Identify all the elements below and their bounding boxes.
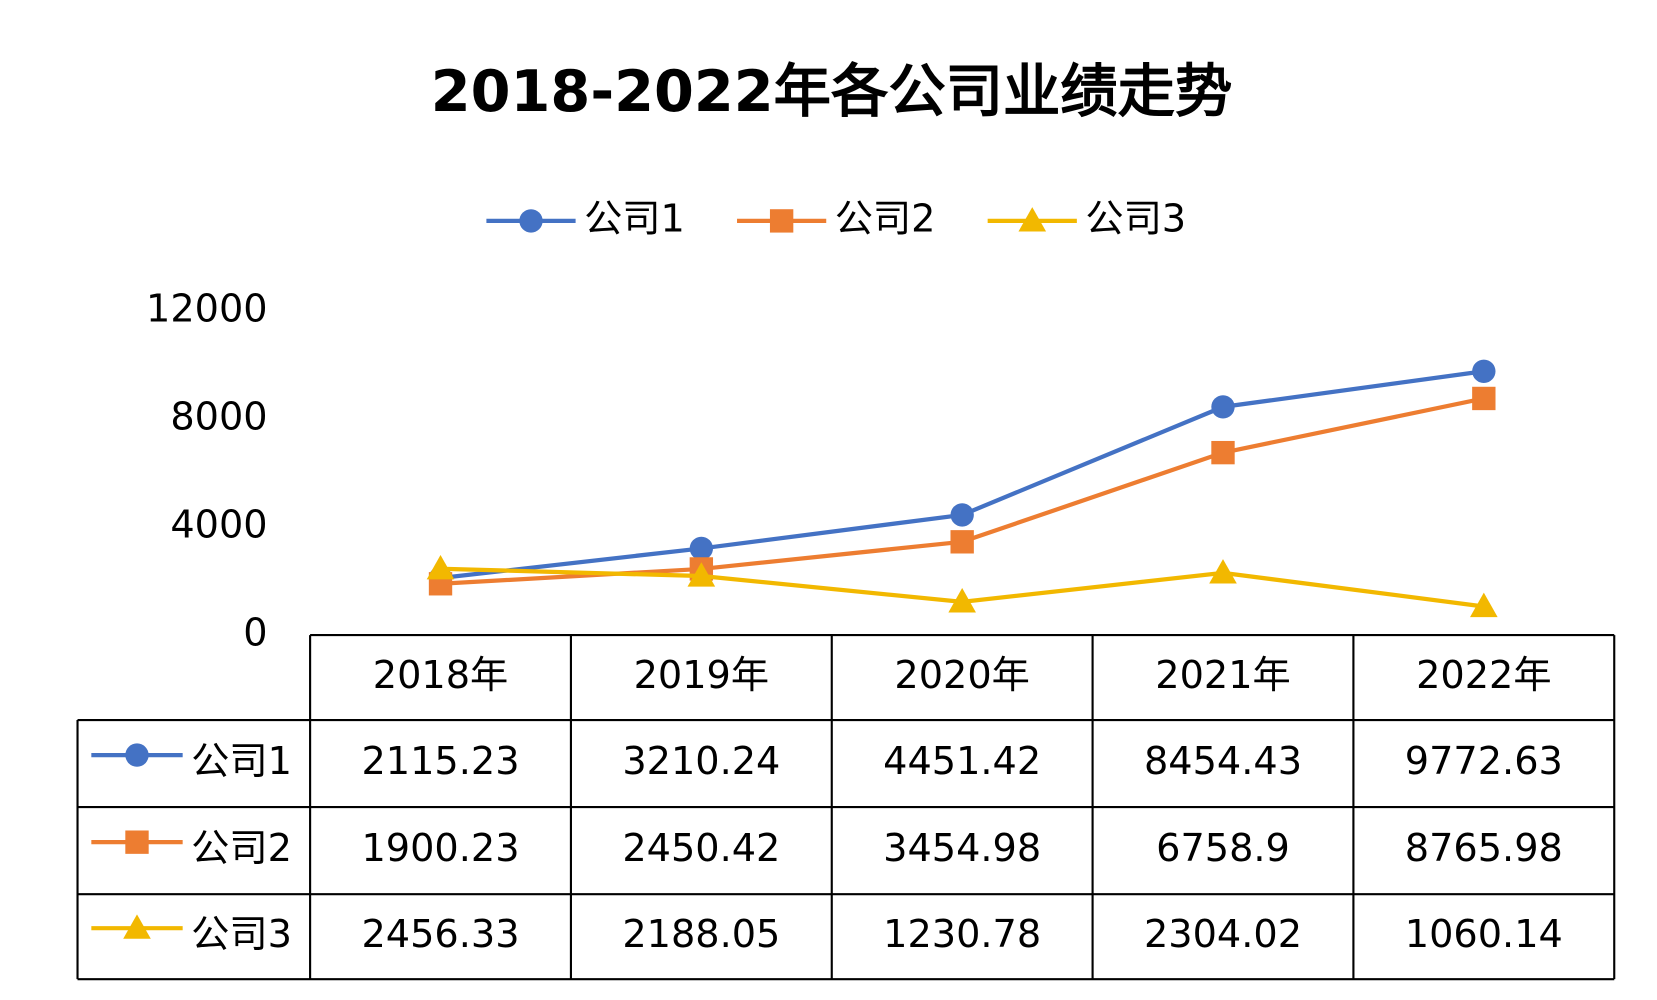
y-tick-label: 4000 — [170, 504, 267, 548]
legend-label: 公司2 — [835, 197, 936, 241]
table-value: 1230.78 — [883, 913, 1041, 957]
marker — [1211, 440, 1235, 465]
marker — [1472, 386, 1496, 411]
marker — [950, 503, 974, 527]
marker — [426, 554, 455, 580]
chart-body: 2018-2022年各公司业绩走势 0 4000 8000 12000 公司1 公司2 公司… — [76, 58, 1616, 981]
table-value: 8454.43 — [1144, 740, 1302, 784]
x-tick-label: 2022年 — [1416, 654, 1551, 698]
marker — [687, 562, 716, 587]
marker — [519, 209, 543, 233]
marker — [1470, 592, 1498, 618]
y-tick-label: 0 — [243, 612, 267, 656]
marker — [950, 530, 974, 554]
table-value: 1060.14 — [1405, 913, 1563, 957]
table-value: 2304.02 — [1144, 913, 1302, 957]
marker — [125, 830, 149, 854]
marker — [125, 743, 149, 767]
x-tick-label: 2021年 — [1155, 654, 1290, 698]
marker — [689, 536, 714, 561]
legend-label: 公司3 — [1085, 197, 1186, 241]
x-tick-label: 2020年 — [894, 654, 1029, 698]
table-value: 6758.9 — [1156, 827, 1290, 871]
table-value: 3210.24 — [622, 740, 780, 784]
table-value: 9772.63 — [1405, 740, 1563, 784]
x-tick-label: 2018年 — [373, 654, 508, 698]
marker — [1211, 395, 1235, 419]
table-value: 2450.42 — [622, 827, 780, 871]
table-value: 4451.42 — [883, 740, 1041, 784]
row-label: 公司1 — [191, 740, 292, 784]
y-tick-label: 12000 — [146, 288, 268, 332]
table-value: 2188.05 — [622, 913, 780, 957]
table-value: 2115.23 — [361, 740, 519, 784]
table-value: 3454.98 — [883, 827, 1041, 871]
marker — [1018, 207, 1047, 232]
marker — [769, 209, 794, 233]
legend-label: 公司1 — [584, 197, 685, 241]
marker — [123, 914, 151, 939]
marker — [1209, 559, 1237, 584]
row-label: 公司2 — [191, 827, 292, 871]
y-tick-label: 8000 — [170, 396, 267, 440]
table-value: 8765.98 — [1405, 827, 1563, 871]
marker — [1472, 359, 1496, 383]
row-label: 公司3 — [191, 913, 292, 957]
chart-title: 2018-2022年各公司业绩走势 — [431, 58, 1233, 125]
x-tick-label: 2019年 — [634, 654, 769, 698]
table-value: 1900.23 — [361, 827, 519, 871]
marker — [948, 588, 976, 613]
table-value: 2456.33 — [361, 913, 519, 957]
